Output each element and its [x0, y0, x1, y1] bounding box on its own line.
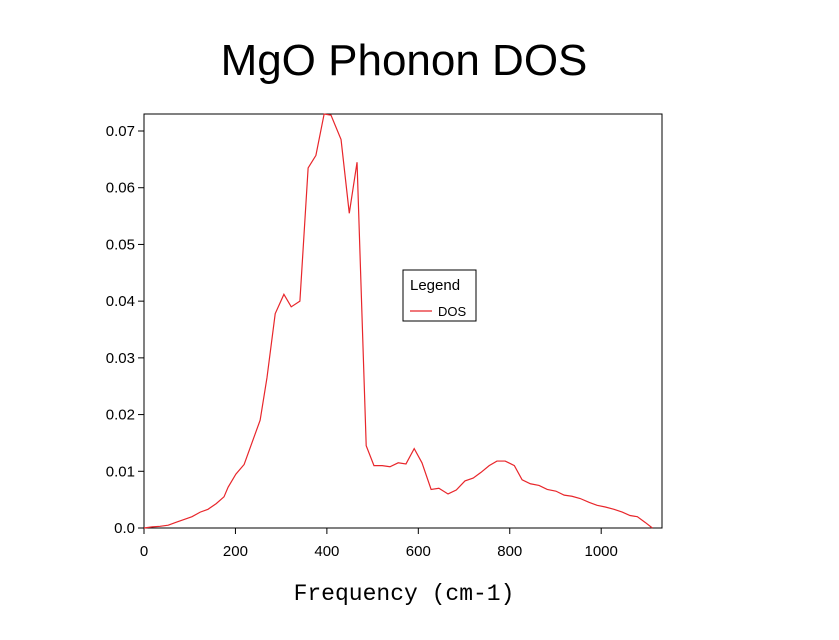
x-tick-label: 400: [314, 543, 339, 560]
chart-title: MgO Phonon DOS: [221, 36, 588, 85]
x-tick-label: 600: [406, 543, 431, 560]
y-tick-label: 0.07: [106, 123, 135, 140]
y-tick-label: 0.01: [106, 463, 135, 480]
y-tick-label: 0.03: [106, 350, 135, 367]
x-axis-label: Frequency (cm-1): [294, 581, 515, 607]
y-tick-label: 0.06: [106, 180, 135, 197]
y-tick-label: 0.05: [106, 236, 135, 253]
legend-title: Legend: [410, 277, 460, 294]
x-tick-label: 800: [497, 543, 522, 560]
legend-box: [402, 269, 477, 322]
y-tick-label: 0.04: [106, 293, 135, 310]
y-tick-label: 0.0: [114, 520, 135, 537]
x-tick-label: 200: [223, 543, 248, 560]
plot-frame: [143, 113, 663, 529]
x-tick-label: 0: [140, 543, 148, 560]
y-tick-label: 0.02: [106, 407, 135, 424]
dos-line: [143, 113, 653, 529]
legend-label: DOS: [438, 304, 467, 319]
x-tick-label: 1000: [585, 543, 618, 560]
